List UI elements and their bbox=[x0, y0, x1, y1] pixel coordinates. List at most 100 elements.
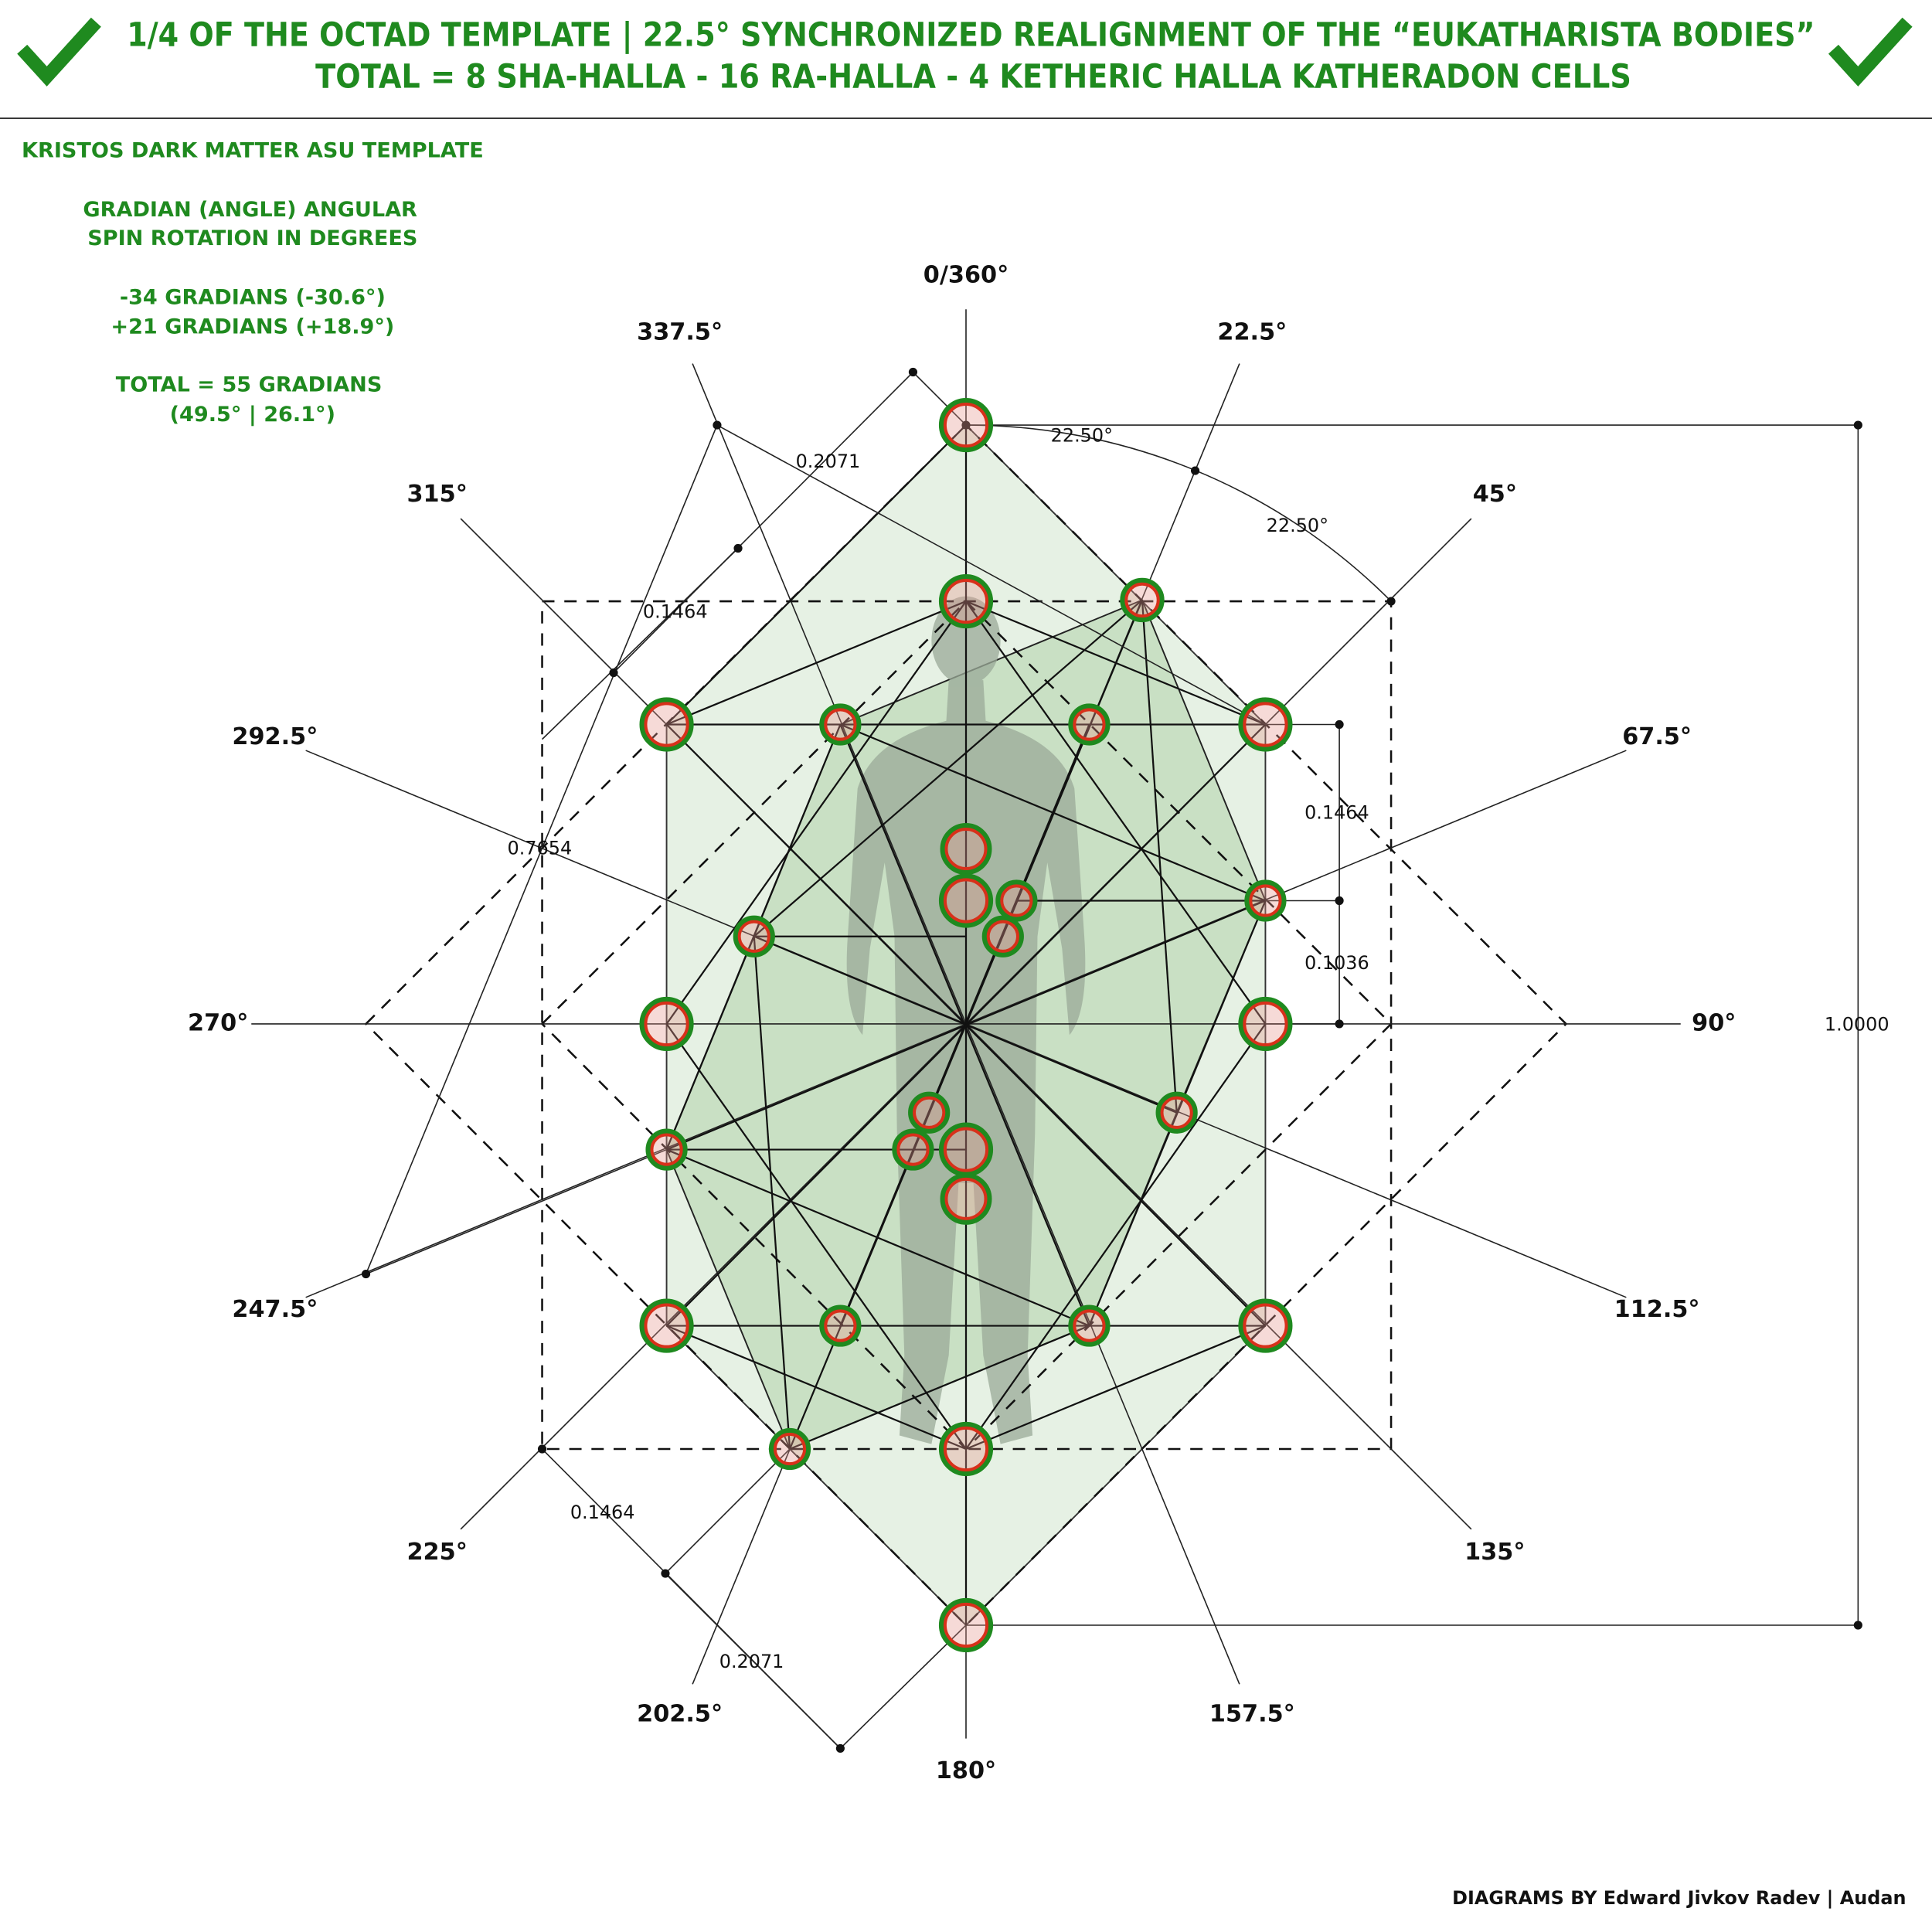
angle-label: 180° bbox=[936, 1757, 996, 1784]
note: TOTAL = 55 GRADIANS bbox=[116, 373, 383, 397]
angle-label: 337.5° bbox=[637, 318, 723, 345]
chord bbox=[665, 600, 967, 1025]
cell-inner bbox=[824, 1309, 857, 1342]
cell-outer bbox=[908, 1091, 951, 1134]
cell-outer bbox=[995, 879, 1038, 922]
cell-inner bbox=[1073, 1309, 1106, 1342]
cell-outer bbox=[940, 823, 992, 876]
cell-outer bbox=[645, 1128, 688, 1171]
cell-inner bbox=[1000, 884, 1033, 917]
note: GRADIAN (ANGLE) ANGULAR bbox=[83, 198, 417, 222]
radial-line bbox=[965, 750, 1627, 1025]
construction-dot bbox=[713, 420, 722, 430]
cell-outer bbox=[981, 915, 1024, 957]
cell-outer bbox=[733, 915, 775, 957]
cell-inner bbox=[944, 1177, 988, 1220]
cell-inner bbox=[944, 828, 988, 871]
cell-outer bbox=[1238, 697, 1293, 752]
measurement-label: 22.50° bbox=[1267, 515, 1328, 536]
cell-outer bbox=[938, 1122, 994, 1177]
cell-outer bbox=[938, 873, 994, 928]
chord bbox=[789, 1325, 1090, 1451]
angle-label: 22.5° bbox=[1217, 318, 1287, 345]
angle-label: 135° bbox=[1464, 1539, 1525, 1566]
footer-credit: DIAGRAMS BY Edward Jivkov Radev | Audan bbox=[1452, 1887, 1906, 1909]
cell-outer bbox=[938, 1597, 994, 1653]
cell-inner bbox=[913, 1096, 946, 1129]
angle-label: 247.5° bbox=[232, 1296, 318, 1323]
cell-inner bbox=[896, 1133, 930, 1166]
construction-dot bbox=[908, 367, 918, 377]
chord bbox=[1141, 600, 1178, 1113]
cell-inner bbox=[650, 1133, 683, 1166]
cell-inner bbox=[737, 920, 770, 953]
dimension-line bbox=[613, 371, 914, 674]
cell-inner bbox=[943, 1127, 989, 1172]
note: (49.5° | 26.1°) bbox=[170, 403, 335, 427]
measurement-label: 0.1464 bbox=[1304, 801, 1369, 823]
cell-inner bbox=[1243, 702, 1288, 747]
angle-label: 225° bbox=[406, 1539, 467, 1566]
chord bbox=[965, 600, 1267, 1025]
angle-label: 112.5° bbox=[1614, 1296, 1700, 1323]
construction-dot bbox=[361, 1270, 371, 1279]
radial-line bbox=[965, 1023, 1240, 1685]
chord bbox=[1088, 900, 1267, 1326]
cell-inner bbox=[1243, 1001, 1288, 1047]
chord bbox=[666, 1325, 967, 1451]
chord bbox=[753, 936, 791, 1450]
dimension-line bbox=[839, 1624, 967, 1750]
cell-inner bbox=[644, 1303, 689, 1349]
construction-dot bbox=[1386, 597, 1396, 606]
cell-outer bbox=[1068, 1304, 1111, 1347]
construction-dot bbox=[1853, 1621, 1862, 1630]
radial-line bbox=[692, 363, 967, 1025]
cell-outer bbox=[892, 1128, 934, 1171]
construction-dot bbox=[1190, 466, 1200, 475]
measurement-label: 0.1036 bbox=[1304, 952, 1369, 974]
cell-outer bbox=[1244, 879, 1287, 922]
note: KRISTOS DARK MATTER ASU TEMPLATE bbox=[22, 139, 484, 163]
angle-label: 202.5° bbox=[637, 1701, 723, 1728]
angle-label: 45° bbox=[1473, 481, 1517, 508]
angle-label: 0/360° bbox=[923, 262, 1009, 289]
cells bbox=[639, 397, 1293, 1653]
radial-line bbox=[305, 1023, 967, 1298]
dimension-line bbox=[665, 1448, 791, 1574]
chord bbox=[666, 600, 967, 726]
cell-outer bbox=[1155, 1091, 1198, 1134]
construction-dot bbox=[835, 1743, 845, 1753]
dimension-line bbox=[365, 424, 718, 1274]
chord bbox=[665, 1023, 967, 1450]
construction-dot bbox=[661, 1569, 670, 1578]
cell-inner bbox=[1124, 582, 1160, 618]
chord bbox=[665, 424, 967, 726]
note: -34 GRADIANS (-30.6°) bbox=[120, 285, 386, 309]
cell-outer bbox=[938, 397, 994, 453]
cell-inner bbox=[986, 920, 1019, 953]
dimension-line bbox=[716, 424, 1266, 726]
cell-inner bbox=[943, 1602, 989, 1648]
chord bbox=[839, 723, 1266, 902]
cell-outer bbox=[1238, 996, 1293, 1052]
cell-outer bbox=[819, 703, 862, 746]
angle-label: 157.5° bbox=[1209, 1701, 1295, 1728]
chord bbox=[965, 600, 1266, 726]
chord bbox=[665, 724, 842, 1150]
angle-label: 90° bbox=[1692, 1009, 1736, 1036]
measurement-label: 0.1464 bbox=[570, 1502, 635, 1523]
cell-outer bbox=[1120, 577, 1165, 623]
measurement-label: 0.7654 bbox=[508, 838, 573, 859]
construction-dot bbox=[1335, 1019, 1344, 1029]
cell-outer bbox=[819, 1304, 862, 1347]
measurement-label: 0.2071 bbox=[719, 1651, 784, 1672]
construction-dot bbox=[537, 1444, 547, 1454]
construction-dot bbox=[609, 668, 618, 678]
construction-dot bbox=[961, 420, 971, 430]
angle-label: 67.5° bbox=[1622, 723, 1692, 750]
radial-line bbox=[965, 1023, 1627, 1298]
labels: 0/360° 22.5° 45° 67.5° 90° 112.5° 135° 157.5° 18… bbox=[188, 262, 1889, 1785]
cell-inner bbox=[1160, 1096, 1193, 1129]
